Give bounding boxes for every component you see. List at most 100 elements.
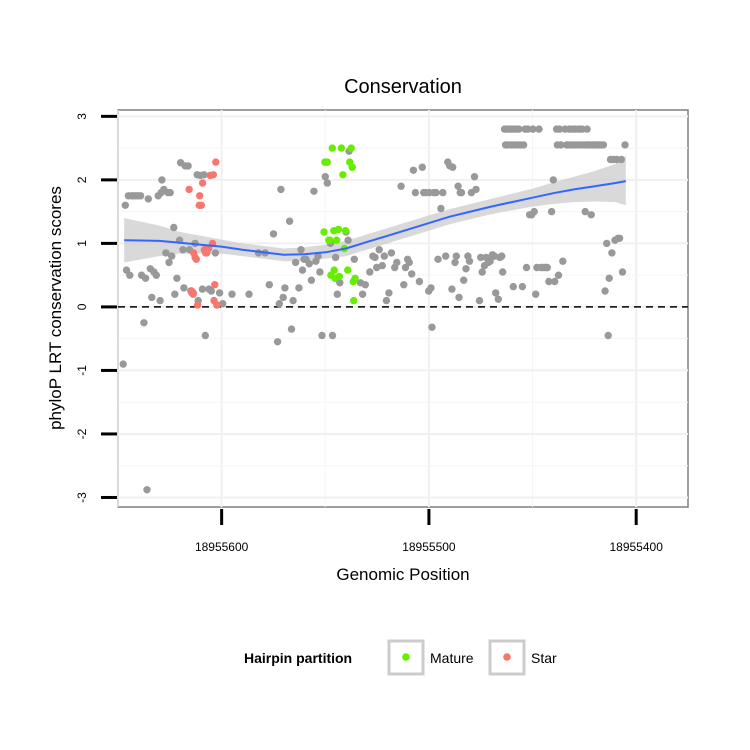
point-other-125 [432, 188, 440, 197]
point-other-16 [148, 293, 156, 302]
point-other-107 [393, 258, 401, 267]
series-mature [320, 144, 359, 305]
point-other-115 [411, 188, 420, 197]
point-other-101 [378, 261, 386, 270]
point-other-61 [273, 338, 282, 346]
y-tick-label-1: -2 [75, 428, 89, 439]
point-other-22 [158, 176, 166, 184]
x-axis-label: Genomic Position [336, 565, 469, 584]
point-other-231 [605, 274, 613, 282]
point-star-17 [209, 171, 217, 179]
point-other-80 [316, 268, 324, 276]
point-other-227 [599, 141, 608, 149]
y-axis: -3 -2 -1 0 1 2 3 [75, 113, 117, 503]
point-other-18 [152, 271, 160, 279]
point-other-177 [522, 263, 531, 272]
point-other-157 [494, 295, 502, 303]
point-other-149 [478, 268, 486, 276]
point-star-8 [196, 192, 204, 200]
gridlines [117, 110, 688, 507]
point-other-95 [361, 281, 369, 289]
point-other-156 [492, 289, 500, 297]
point-other-214 [581, 207, 589, 216]
point-other-13 [143, 486, 151, 494]
point-other-229 [603, 239, 611, 248]
point-other-175 [519, 141, 528, 149]
point-other-216 [583, 125, 591, 133]
legend-item-star: Star [488, 639, 557, 676]
point-other-146 [472, 185, 480, 194]
point-star-6 [193, 301, 202, 309]
point-other-51 [207, 287, 215, 295]
point-other-0 [119, 360, 127, 368]
point-other-48 [201, 331, 209, 340]
point-other-1 [121, 201, 129, 209]
point-other-190 [543, 263, 551, 272]
point-other-46 [198, 285, 207, 293]
point-other-153 [486, 257, 494, 265]
point-other-83 [323, 179, 331, 187]
point-other-69 [291, 258, 300, 267]
point-other-104 [385, 289, 393, 297]
point-other-98 [371, 253, 379, 262]
point-other-29 [170, 223, 178, 232]
legend-dot-star [503, 653, 511, 661]
smooth-trend-line [124, 180, 626, 256]
point-other-47 [200, 171, 208, 179]
point-mature-15 [339, 171, 347, 179]
point-other-128 [439, 188, 447, 197]
point-mature-23 [350, 296, 358, 305]
y-tick-label-6: 3 [75, 113, 89, 120]
point-other-133 [449, 163, 457, 171]
point-other-241 [621, 141, 629, 149]
point-other-54 [219, 300, 227, 308]
y-tick-label-5: 2 [75, 176, 89, 183]
x-axis: 18955600 18955500 18955400 [195, 509, 663, 554]
point-other-145 [470, 173, 479, 181]
point-other-63 [277, 185, 285, 194]
plot-panel [117, 109, 689, 508]
point-other-99 [373, 263, 381, 272]
point-other-178 [524, 125, 532, 133]
point-star-20 [212, 158, 220, 166]
point-other-59 [265, 281, 273, 289]
point-mature-17 [341, 227, 350, 235]
point-other-192 [547, 207, 556, 216]
point-other-160 [499, 268, 507, 276]
point-other-86 [331, 253, 340, 262]
point-other-126 [434, 255, 442, 263]
point-other-114 [409, 166, 418, 174]
point-other-113 [408, 270, 416, 278]
point-other-35 [180, 284, 188, 292]
point-other-185 [535, 125, 543, 133]
point-other-200 [559, 257, 567, 265]
y-axis-label: phyloP LRT conservation scores [46, 186, 65, 430]
point-mature-0 [320, 228, 328, 236]
point-other-159 [498, 252, 506, 260]
point-other-105 [387, 249, 396, 257]
x-tick-label-2: 18955400 [609, 540, 663, 554]
point-other-108 [397, 182, 405, 190]
smooth-confidence-band [124, 155, 626, 263]
point-other-219 [587, 211, 595, 219]
point-other-123 [428, 323, 436, 331]
x-tick-label-1: 18955500 [402, 540, 456, 554]
point-other-147 [475, 296, 484, 305]
point-other-140 [460, 276, 468, 284]
point-other-26 [165, 258, 173, 267]
point-other-4 [126, 271, 134, 279]
point-other-66 [285, 217, 294, 225]
point-mature-20 [347, 144, 355, 152]
point-star-0 [185, 185, 193, 194]
point-other-56 [245, 290, 253, 298]
point-other-64 [279, 293, 287, 302]
point-other-24 [162, 249, 170, 257]
point-other-53 [215, 289, 224, 297]
point-other-20 [156, 296, 164, 305]
y-tick-label-3: 0 [75, 303, 89, 310]
point-star-19 [211, 281, 219, 289]
point-other-31 [173, 274, 181, 282]
point-other-174 [518, 282, 527, 291]
point-other-141 [462, 265, 470, 273]
